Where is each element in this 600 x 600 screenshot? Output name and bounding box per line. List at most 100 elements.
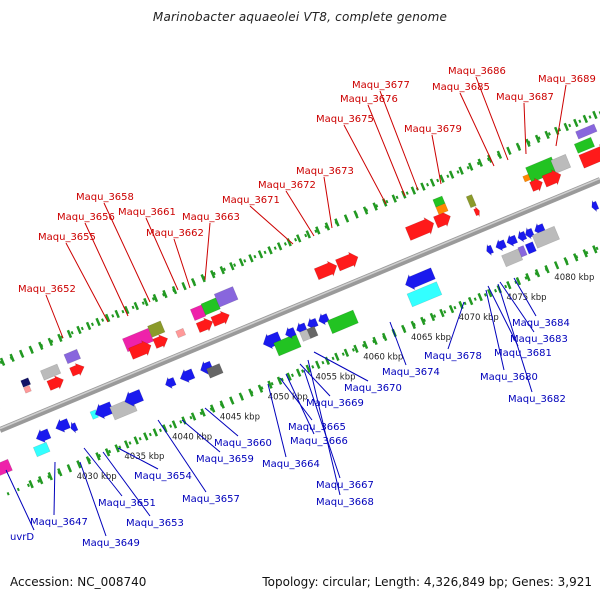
tick-mark <box>190 277 197 287</box>
gene-label-bottom: Maqu_3668 <box>316 497 374 508</box>
gene-feature <box>550 153 572 174</box>
kbp-tick-label: 4065 kbp <box>411 333 451 343</box>
callout-line <box>555 84 567 147</box>
gene-feature <box>501 248 524 268</box>
tick-mark <box>467 296 474 306</box>
callout-line <box>459 92 495 167</box>
gene-label-bottom: Maqu_3670 <box>344 383 402 394</box>
callout-line <box>117 447 159 470</box>
callout-line <box>285 190 315 237</box>
gene-label-bottom: Maqu_3674 <box>382 367 440 378</box>
callout-line <box>45 294 64 339</box>
gene-feature <box>495 238 507 252</box>
tick-mark <box>343 348 350 357</box>
tick-mark <box>229 396 235 405</box>
backbone-line <box>0 177 600 433</box>
tick-mark <box>57 468 63 477</box>
gene-feature <box>32 441 51 458</box>
tick-mark <box>209 404 216 413</box>
tick-mark <box>210 270 216 279</box>
kbp-tick-label: 4030 kbp <box>77 472 117 482</box>
callout-line <box>204 222 211 281</box>
gene-feature <box>306 325 319 339</box>
tick-mark <box>506 280 512 290</box>
gene-label-top: Maqu_3686 <box>448 66 506 77</box>
tick-mark <box>573 118 579 128</box>
gene-feature <box>529 177 543 192</box>
tick-mark <box>219 400 225 409</box>
callout-line <box>487 285 519 347</box>
gene-label-bottom: Maqu_3665 <box>288 422 346 433</box>
tick-mark <box>152 293 159 303</box>
gene-feature <box>165 376 177 390</box>
tick-mark <box>439 308 445 318</box>
gene-feature <box>573 136 596 154</box>
tick-mark <box>420 316 426 326</box>
tick-mark <box>66 464 73 473</box>
tick-mark <box>38 476 44 485</box>
tick-mark <box>229 262 235 271</box>
gene-feature <box>326 309 359 335</box>
genome-backbone <box>0 177 600 433</box>
gene-feature <box>152 334 169 349</box>
tick-mark <box>133 436 139 445</box>
callout-line <box>83 447 123 497</box>
tick-mark <box>9 353 15 362</box>
callout-line <box>84 222 129 317</box>
gene-feature <box>175 327 187 339</box>
gene-label-top: Maqu_3663 <box>182 212 240 223</box>
callout-line <box>523 102 527 155</box>
gene-feature <box>23 385 32 394</box>
tick-mark <box>420 182 426 191</box>
tick-mark <box>343 214 350 223</box>
gene-label-bottom: Maqu_3653 <box>126 518 184 529</box>
gene-label-bottom: Maqu_3647 <box>30 517 88 528</box>
tick-mark <box>401 324 407 334</box>
tick-mark <box>477 292 483 302</box>
callout-line <box>307 359 341 496</box>
callout-line <box>285 373 315 435</box>
tick-mark <box>286 372 292 381</box>
tick-mark <box>525 273 531 282</box>
tick-mark <box>276 242 283 251</box>
callout-line <box>102 451 151 517</box>
gene-feature <box>524 241 537 255</box>
callout-line <box>173 238 191 289</box>
tick-mark <box>448 170 455 179</box>
tick-mark <box>305 230 311 239</box>
tick-mark <box>315 360 321 369</box>
callout-line <box>157 419 207 493</box>
gene-feature <box>313 260 338 281</box>
tick-tracks <box>0 110 600 499</box>
kbp-tick-label: 4070 kbp <box>459 313 499 323</box>
gene-feature <box>40 363 62 381</box>
kbp-tick-labels: 4030 kbp 4035 kbp 4040 kbp 4045 kbp 4050 kbp… <box>77 273 595 482</box>
gene-feature <box>285 326 297 340</box>
tick-mark <box>372 202 378 211</box>
tick-mark <box>305 364 311 373</box>
gene-feature <box>517 229 528 243</box>
callout-line <box>389 321 407 366</box>
tick-mark <box>248 254 254 263</box>
tick-mark <box>28 345 34 354</box>
tick-mark <box>143 432 149 441</box>
tick-mark <box>296 234 302 243</box>
tick-mark <box>315 226 321 235</box>
tick-mark <box>238 392 245 401</box>
genome-summary-text: Topology: circular; Length: 4,326,849 bp… <box>262 575 592 589</box>
tick-mark <box>410 320 416 330</box>
tick-mark <box>47 472 53 481</box>
callout-line <box>367 104 406 197</box>
tick-mark <box>573 253 579 262</box>
gene-label-top: Maqu_3685 <box>432 82 490 93</box>
tick-mark <box>553 261 560 270</box>
gene-label-top: Maqu_3676 <box>340 94 398 105</box>
gene-label-top: Maqu_3656 <box>57 212 115 223</box>
tick-mark <box>353 210 359 219</box>
callout-line <box>145 217 179 291</box>
gene-label-bottom: Maqu_3654 <box>134 471 192 482</box>
gene-feature <box>591 200 600 212</box>
callout-line <box>181 419 221 453</box>
